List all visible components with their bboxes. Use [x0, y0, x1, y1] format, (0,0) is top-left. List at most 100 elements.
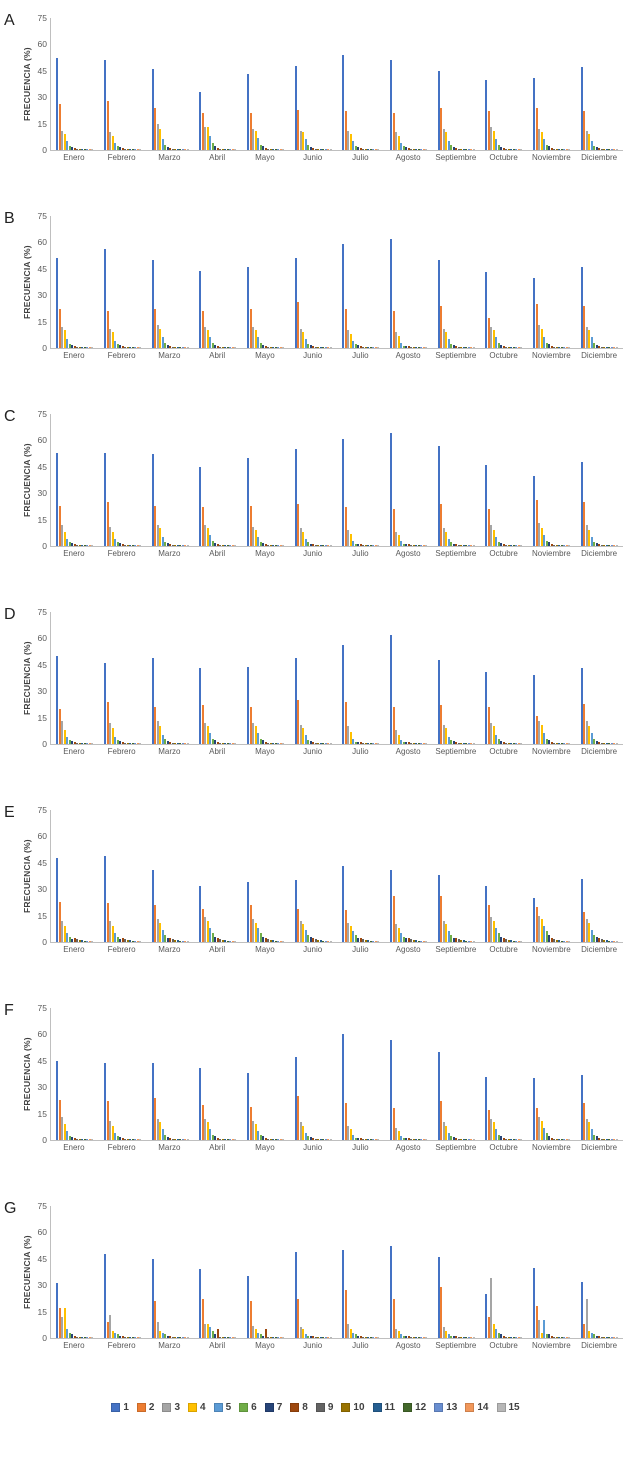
bar-series-5	[304, 1132, 307, 1140]
bar-series-12	[369, 149, 372, 150]
bar-series-8	[216, 938, 219, 942]
bar-series-13	[229, 940, 232, 942]
x-tick-label: Junio	[303, 1143, 323, 1152]
bar-series-3	[538, 325, 541, 348]
bar-series-12	[131, 1337, 134, 1338]
bar-series-15	[139, 545, 141, 546]
bar-series-9	[505, 544, 508, 546]
bar-series-2	[249, 707, 252, 744]
bar-series-3	[395, 1329, 398, 1338]
bar-series-1	[533, 475, 536, 546]
bar-series-7	[309, 147, 312, 150]
bar-series-2	[58, 309, 61, 348]
bar-series-6	[545, 738, 548, 744]
bar-series-13	[86, 940, 89, 942]
bar-series-4	[254, 922, 257, 942]
bar-series-3	[585, 524, 588, 546]
x-tick-label: Mayo	[255, 549, 275, 558]
bar-series-11	[462, 742, 465, 744]
bar-series-15	[615, 743, 618, 744]
bar-series-1	[390, 433, 393, 546]
bar-series-6	[497, 738, 500, 744]
x-tick-label: Octubre	[489, 747, 518, 756]
x-tick-label: Agosto	[395, 747, 421, 756]
bar-series-13	[467, 940, 470, 942]
chart-panel: A FRECUENCIA (%) 75 60 45 30 15 0 Enero Febrer…	[0, 10, 631, 208]
bar-series-13	[134, 149, 136, 150]
x-tick-label: Marzo	[158, 153, 181, 162]
legend-entry: 15	[496, 1402, 520, 1413]
bar-series-6	[593, 1334, 596, 1338]
bar-series-14	[88, 545, 91, 546]
legend-swatch-icon	[315, 1403, 325, 1412]
bar-series-11	[129, 544, 131, 546]
bar-series-2	[297, 109, 300, 150]
month-bar-group	[146, 216, 194, 348]
bar-series-8	[169, 346, 172, 348]
bar-series-2	[440, 107, 443, 150]
bar-series-2	[106, 100, 109, 150]
month-bar-group	[99, 414, 147, 546]
bar-series-15	[186, 941, 189, 942]
bar-series-4	[492, 130, 495, 150]
bar-series-5	[400, 933, 403, 942]
bar-series-13	[277, 1337, 280, 1338]
bar-series-8	[264, 544, 267, 546]
x-tick-label: Septiembre	[435, 153, 477, 162]
bar-series-9	[267, 1138, 270, 1140]
bar-series-14	[231, 1139, 234, 1140]
bar-series-4	[349, 1129, 352, 1140]
bar-series-10	[460, 1138, 463, 1140]
bar-series-7	[452, 741, 455, 744]
bar-series-1	[294, 657, 297, 744]
bar-series-1	[199, 466, 202, 546]
x-tick-label: Diciembre	[581, 945, 618, 954]
bar-series-15	[329, 347, 332, 348]
bar-series-14	[422, 941, 425, 942]
bar-series-3	[490, 722, 493, 744]
bar-series-5	[495, 1329, 498, 1338]
bar-series-6	[116, 1334, 119, 1338]
bar-series-3	[490, 326, 493, 348]
month-bar-group	[289, 810, 337, 942]
bar-series-5	[352, 540, 355, 546]
bar-series-3	[156, 721, 159, 744]
bar-series-11	[510, 346, 513, 348]
bar-series-4	[349, 731, 352, 744]
bar-series-1	[437, 875, 440, 942]
bar-series-7	[452, 1137, 455, 1140]
month-bar-group	[528, 216, 576, 348]
bar-series-1	[56, 452, 59, 546]
bar-series-15	[186, 347, 189, 348]
bar-series-5	[447, 1334, 450, 1338]
bar-series-7	[166, 345, 169, 348]
bar-series-5	[257, 337, 260, 348]
bar-series-14	[279, 545, 282, 546]
x-tick-label: Mayo	[255, 1341, 275, 1350]
bar-series-12	[417, 347, 420, 348]
bar-series-6	[545, 144, 548, 150]
bar-series-7	[548, 344, 551, 348]
bar-series-8	[598, 742, 601, 744]
bar-series-10	[412, 544, 415, 546]
bar-series-10	[174, 148, 177, 150]
bar-series-1	[533, 277, 536, 348]
bar-series-4	[492, 920, 495, 942]
bar-series-13	[372, 743, 375, 744]
bar-series-14	[374, 1337, 377, 1338]
bar-series-11	[272, 346, 275, 348]
bar-series-12	[465, 347, 468, 348]
bar-series-7	[548, 1135, 551, 1140]
bar-series-13	[515, 1337, 518, 1338]
bar-series-2	[201, 113, 204, 150]
month-bar-group	[575, 414, 623, 546]
panel-letter: G	[4, 1200, 17, 1217]
x-tick-label: Noviembre	[532, 945, 571, 954]
month-bar-group	[337, 1206, 385, 1338]
bar-series-13	[229, 1139, 232, 1140]
legend-entry: 4	[188, 1402, 206, 1413]
bar-series-11	[605, 1138, 608, 1140]
bar-series-9	[553, 939, 556, 942]
bar-series-7	[166, 1336, 169, 1338]
bar-series-3	[490, 1118, 493, 1140]
